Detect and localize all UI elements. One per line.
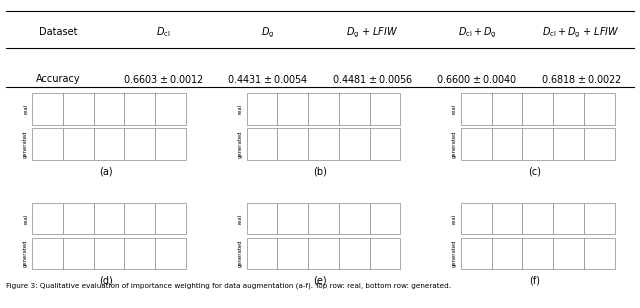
Bar [339,203,370,234]
Bar [63,128,93,160]
Text: generated: generated [452,130,457,158]
Text: real: real [452,213,457,224]
Bar [553,128,584,160]
Bar [461,128,492,160]
Bar [93,203,125,234]
Bar [492,128,522,160]
Bar [63,93,93,125]
Text: generated: generated [23,130,28,158]
Bar [370,237,401,269]
Text: generated: generated [237,130,243,158]
Bar [246,93,277,125]
Bar [492,203,522,234]
Text: (d): (d) [99,276,113,286]
Text: real: real [452,104,457,114]
Bar [522,128,553,160]
Bar [246,128,277,160]
Bar [63,203,93,234]
Text: (e): (e) [313,276,327,286]
Bar [370,93,401,125]
Text: real: real [23,104,28,114]
Text: real: real [237,213,243,224]
Bar [339,128,370,160]
Bar [370,203,401,234]
Bar [522,93,553,125]
Bar [32,128,63,160]
Bar [308,93,339,125]
Bar [461,237,492,269]
Bar [522,203,553,234]
Bar [156,237,186,269]
Bar [308,128,339,160]
Text: (c): (c) [528,166,541,176]
Bar [32,203,63,234]
Text: (a): (a) [99,166,113,176]
Bar [370,128,401,160]
Text: (b): (b) [313,166,327,176]
Bar [492,237,522,269]
Bar [277,237,308,269]
Bar [584,128,615,160]
Bar [125,128,156,160]
Text: generated: generated [237,240,243,267]
Bar [125,93,156,125]
Bar [277,93,308,125]
Bar [553,203,584,234]
Bar [584,237,615,269]
Bar [492,93,522,125]
Bar [584,93,615,125]
Bar [461,93,492,125]
Bar [584,203,615,234]
Text: (f): (f) [529,276,540,286]
Bar [308,237,339,269]
Bar [522,237,553,269]
Text: Figure 3: Qualitative evaluation of importance weighting for data augmentation (: Figure 3: Qualitative evaluation of impo… [6,282,451,289]
Bar [156,128,186,160]
Bar [339,93,370,125]
Bar [32,237,63,269]
Bar [125,203,156,234]
Bar [63,237,93,269]
Bar [277,128,308,160]
Bar [32,93,63,125]
Bar [461,203,492,234]
Bar [553,237,584,269]
Bar [156,93,186,125]
Text: real: real [23,213,28,224]
Bar [246,203,277,234]
Bar [277,203,308,234]
Text: generated: generated [23,240,28,267]
Text: generated: generated [452,240,457,267]
Bar [553,93,584,125]
Bar [156,203,186,234]
Bar [93,128,125,160]
Bar [93,237,125,269]
Bar [125,237,156,269]
Text: real: real [237,104,243,114]
Bar [339,237,370,269]
Bar [93,93,125,125]
Bar [246,237,277,269]
Bar [308,203,339,234]
